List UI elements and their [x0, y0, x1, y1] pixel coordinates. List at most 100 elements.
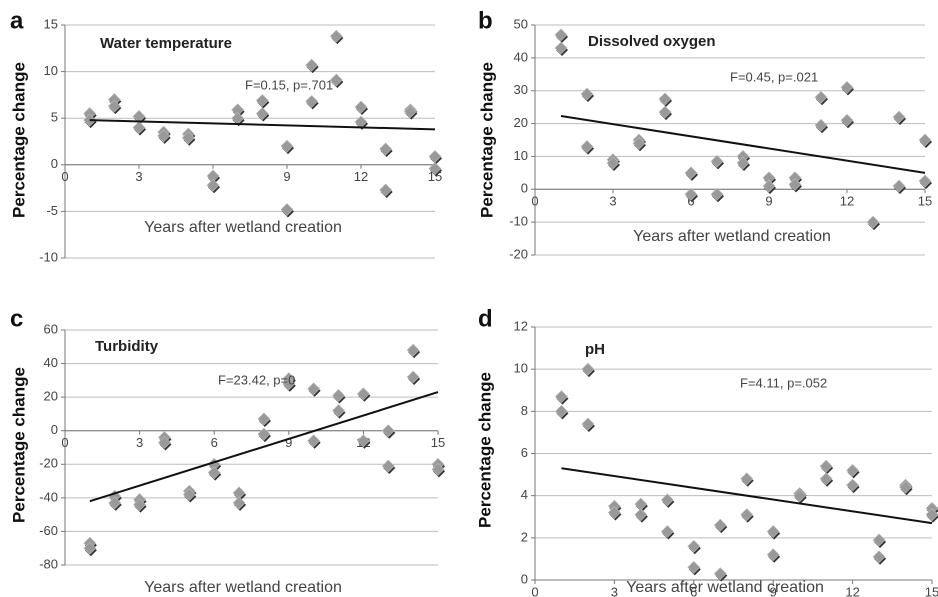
- marker: [108, 496, 122, 510]
- x-tick-label: 6: [211, 435, 218, 450]
- y-tick-label: 4: [521, 487, 528, 502]
- marker: [379, 142, 393, 156]
- marker: [428, 162, 442, 175]
- marker: [766, 548, 780, 562]
- annotation: F=0.15, p=.701: [245, 77, 333, 92]
- y-axis-label: Percentage change: [9, 62, 28, 218]
- y-tick-label: 10: [514, 148, 528, 163]
- marker: [872, 533, 886, 547]
- trend-line: [560, 115, 926, 174]
- marker: [431, 462, 445, 476]
- x-tick-label: 9: [285, 435, 292, 450]
- marker: [918, 174, 932, 188]
- marker: [181, 131, 195, 145]
- x-tick-label: 9: [765, 194, 772, 209]
- marker: [555, 390, 568, 403]
- y-tick-label: 20: [514, 115, 528, 130]
- marker: [814, 90, 828, 104]
- y-tick-label: 10: [514, 361, 528, 376]
- marker: [687, 560, 701, 574]
- marker: [580, 87, 594, 101]
- x-tick-label: 15: [925, 584, 938, 597]
- marker: [684, 187, 698, 201]
- y-tick-label: -20: [39, 456, 58, 471]
- marker: [280, 203, 294, 216]
- marker: [182, 488, 196, 501]
- marker: [255, 94, 269, 107]
- y-tick-label: 2: [521, 529, 528, 544]
- marker: [634, 508, 648, 522]
- y-tick-label: 12: [514, 318, 528, 333]
- y-tick-label: 60: [44, 321, 58, 336]
- x-tick-label: 3: [136, 435, 143, 450]
- marker: [207, 466, 221, 480]
- marker: [872, 550, 886, 564]
- y-tick-label: 8: [521, 403, 528, 418]
- marker: [788, 177, 802, 191]
- marker: [307, 382, 321, 396]
- y-tick-label: 40: [514, 49, 528, 64]
- marker: [280, 139, 294, 153]
- marker: [255, 107, 269, 120]
- marker: [632, 136, 646, 150]
- marker: [581, 417, 595, 431]
- y-tick-label: 5: [51, 110, 58, 125]
- y-axis-label: Percentage change: [9, 367, 28, 523]
- panel-letter: a: [10, 7, 24, 34]
- panel-letter: b: [478, 7, 493, 34]
- marker: [687, 539, 701, 553]
- x-axis-label: Years after wetland creation: [626, 579, 824, 596]
- x-axis-label: Years after wetland creation: [144, 579, 342, 596]
- x-tick-label: 15: [431, 435, 445, 450]
- y-tick-label: 40: [44, 355, 58, 370]
- x-tick-label: 0: [61, 435, 68, 450]
- y-tick-label: 0: [521, 181, 528, 196]
- x-tick-label: 6: [687, 194, 694, 209]
- marker: [329, 29, 343, 43]
- y-tick-label: 0: [51, 156, 58, 171]
- y-tick-label: 10: [44, 63, 58, 78]
- marker: [403, 105, 417, 119]
- x-axis-label: Years after wetland creation: [633, 228, 831, 245]
- y-tick-label: 6: [521, 445, 528, 460]
- y-tick-label: -40: [39, 489, 58, 504]
- y-tick-label: -5: [46, 203, 58, 218]
- x-tick-label: 0: [531, 584, 538, 597]
- y-tick-label: 15: [44, 16, 58, 31]
- marker: [157, 129, 171, 143]
- marker: [381, 424, 395, 438]
- trend-line: [561, 467, 933, 525]
- y-tick-label: -20: [509, 246, 528, 261]
- marker: [925, 508, 938, 522]
- y-tick-label: 50: [514, 16, 528, 31]
- x-tick-label: 3: [611, 584, 618, 597]
- marker: [132, 121, 146, 134]
- panel-title: pH: [585, 341, 605, 358]
- panel-letter: d: [478, 305, 493, 332]
- x-tick-label: 9: [770, 584, 777, 597]
- marker: [206, 178, 220, 192]
- marker: [381, 459, 395, 473]
- marker: [282, 377, 296, 391]
- x-tick-label: 12: [354, 169, 368, 184]
- marker: [305, 58, 319, 72]
- marker: [257, 427, 271, 441]
- x-tick-label: 0: [531, 194, 538, 209]
- marker: [158, 436, 171, 449]
- marker: [866, 215, 880, 229]
- marker: [257, 412, 271, 426]
- marker: [660, 525, 674, 538]
- marker: [658, 92, 672, 106]
- y-tick-label: -10: [509, 214, 528, 229]
- marker: [684, 166, 698, 180]
- marker: [356, 434, 370, 448]
- marker: [307, 434, 321, 448]
- marker: [710, 187, 724, 201]
- marker: [554, 41, 568, 55]
- marker: [232, 496, 246, 510]
- marker: [846, 478, 860, 492]
- marker: [713, 567, 727, 581]
- marker: [793, 489, 807, 503]
- marker: [606, 156, 620, 170]
